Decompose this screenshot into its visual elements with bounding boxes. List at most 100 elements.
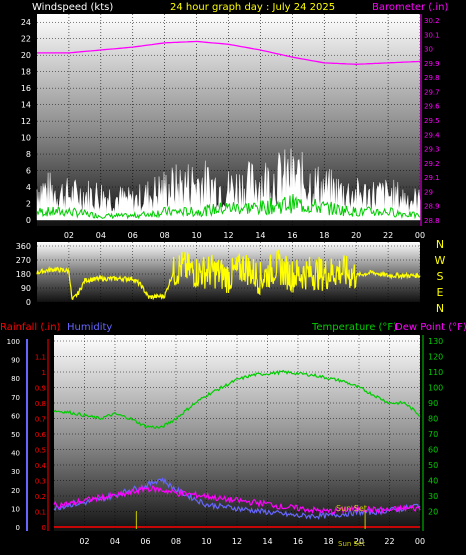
temp-x-tick-label: 02 [79, 537, 89, 546]
wind-x-tick-label: 10 [191, 231, 201, 240]
wind-panel-axes: 02 04 06 08 10 12 14 16 18 20 22 000246810121416182… [21, 14, 440, 240]
temperature-tick-label: 50 [428, 461, 438, 470]
direction-tick-label: 270 [16, 256, 31, 265]
barometer-tick-label: 29 [424, 188, 433, 196]
temperature-tick-label: 100 [428, 384, 443, 393]
sunset-annotation: Sun Set [336, 504, 367, 513]
temp-x-tick-label: 06 [140, 537, 150, 546]
temp-x-tick-label: 08 [171, 537, 181, 546]
barometer-tick-label: 29.1 [424, 174, 440, 182]
wind-panel-grid [37, 14, 421, 226]
temp-x-tick-label: 20 [354, 537, 364, 546]
direction-tick-label: 180 [16, 270, 31, 279]
humidity-tick-label: 40 [11, 450, 20, 458]
temperature-tick-label: 90 [428, 399, 438, 408]
wind-x-tick-label: 04 [96, 231, 106, 240]
wind-x-tick-label: 12 [223, 231, 233, 240]
windspeed-tick-label: 2 [26, 200, 31, 209]
rainfall-tick-label: 0 [42, 524, 46, 532]
barometer-tick-label: 29.5 [424, 117, 440, 125]
sunset-axis-annotation: Sun Set [338, 540, 365, 548]
humidity-tick-label: 50 [11, 431, 20, 439]
temperature-tick-label: 60 [428, 446, 438, 455]
temp-x-tick-label: 00 [415, 537, 425, 546]
wind-x-tick-label: 16 [287, 231, 297, 240]
temp-x-tick-label: 14 [262, 537, 272, 546]
temp-x-tick-label: 16 [293, 537, 303, 546]
humidity-tick-label: 80 [11, 375, 20, 383]
rainfall-tick-label: 1 [42, 369, 46, 377]
compass-label: E [437, 286, 444, 299]
wind-x-tick-label: 06 [128, 231, 138, 240]
rainfall-tick-label: 0.7 [35, 416, 46, 424]
windspeed-tick-label: 8 [26, 150, 31, 159]
windspeed-tick-label: 4 [26, 183, 31, 192]
wind-gust-series [36, 148, 421, 221]
temperature-tick-label: 40 [428, 477, 438, 486]
temperature-tick-label: 120 [428, 353, 443, 362]
windspeed-tick-label: 18 [21, 68, 31, 77]
compass-label: N [436, 238, 444, 251]
barometer-tick-label: 28.8 [424, 217, 440, 225]
direction-tick-label: 360 [16, 242, 31, 251]
windspeed-tick-label: 20 [21, 51, 31, 60]
windspeed-tick-label: 12 [21, 117, 31, 126]
humidity-tick-label: 0 [16, 524, 20, 532]
temperature-legend: Temperature (°F) [311, 322, 397, 333]
rainfall-tick-label: 0.6 [35, 431, 47, 439]
direction-panel-series [36, 249, 421, 301]
wind-x-tick-label: 00 [415, 231, 425, 240]
compass-label: W [435, 254, 446, 267]
barometer-tick-label: 30.1 [424, 31, 440, 39]
humidity-tick-label: 70 [11, 394, 20, 402]
humidity-tick-label: 60 [11, 412, 20, 420]
barometer-tick-label: 29.3 [424, 146, 440, 154]
windspeed-tick-label: 24 [21, 18, 31, 27]
temp-x-tick-label: 10 [201, 537, 211, 546]
humidity-tick-label: 20 [11, 487, 20, 495]
barometer-tick-label: 30 [424, 46, 433, 54]
temperature-tick-label: 30 [428, 492, 438, 501]
humidity-legend: Humidity [67, 322, 112, 333]
humidity-tick-label: 30 [11, 468, 20, 476]
barometer-tick-label: 28.9 [424, 203, 440, 211]
temperature-tick-label: 130 [428, 337, 443, 346]
humidity-tick-label: 100 [7, 338, 20, 346]
wind-panel-series [36, 40, 421, 221]
barometer-tick-label: 29.4 [424, 131, 440, 139]
windspeed-tick-label: 6 [26, 167, 31, 176]
humidity-tick-label: 90 [11, 357, 20, 365]
wind-x-tick-label: 08 [160, 231, 170, 240]
windspeed-tick-label: 22 [21, 35, 31, 44]
barometer-tick-label: 29.8 [424, 74, 440, 82]
rainfall-tick-label: 0.1 [35, 509, 46, 517]
chart-title: 24 hour graph day : July 24 2025 [170, 2, 335, 13]
direction-tick-label: 90 [21, 284, 31, 293]
temp-x-tick-label: 04 [110, 537, 120, 546]
windspeed-tick-label: 14 [21, 101, 31, 110]
windspeed-tick-label: 10 [21, 134, 31, 143]
wind-x-tick-label: 14 [255, 231, 265, 240]
temp-x-tick-label: 18 [323, 537, 333, 546]
temperature-tick-label: 80 [428, 415, 438, 424]
wind-x-tick-label: 18 [319, 231, 329, 240]
barometer-tick-label: 29.9 [424, 60, 440, 68]
windspeed-tick-label: 0 [26, 216, 31, 225]
temperature-tick-label: 70 [428, 430, 438, 439]
dewpoint-legend: Dew Point (°F) [395, 322, 466, 333]
temperature-panel-series [53, 369, 421, 529]
direction-tick-label: 0 [26, 298, 31, 307]
barometer-tick-label: 29.7 [424, 88, 440, 96]
temperature-series [53, 369, 421, 430]
wind-x-tick-label: 20 [351, 231, 361, 240]
temp-x-tick-label: 12 [232, 537, 242, 546]
windspeed-axis-title: Windspeed (kts) [32, 2, 113, 13]
rainfall-tick-label: 0.9 [35, 385, 46, 393]
barometer-series [37, 40, 421, 65]
barometer-tick-label: 29.6 [424, 103, 440, 111]
humidity-tick-label: 10 [11, 505, 20, 513]
wind-x-tick-label: 22 [383, 231, 393, 240]
dewpoint-series [53, 484, 421, 516]
